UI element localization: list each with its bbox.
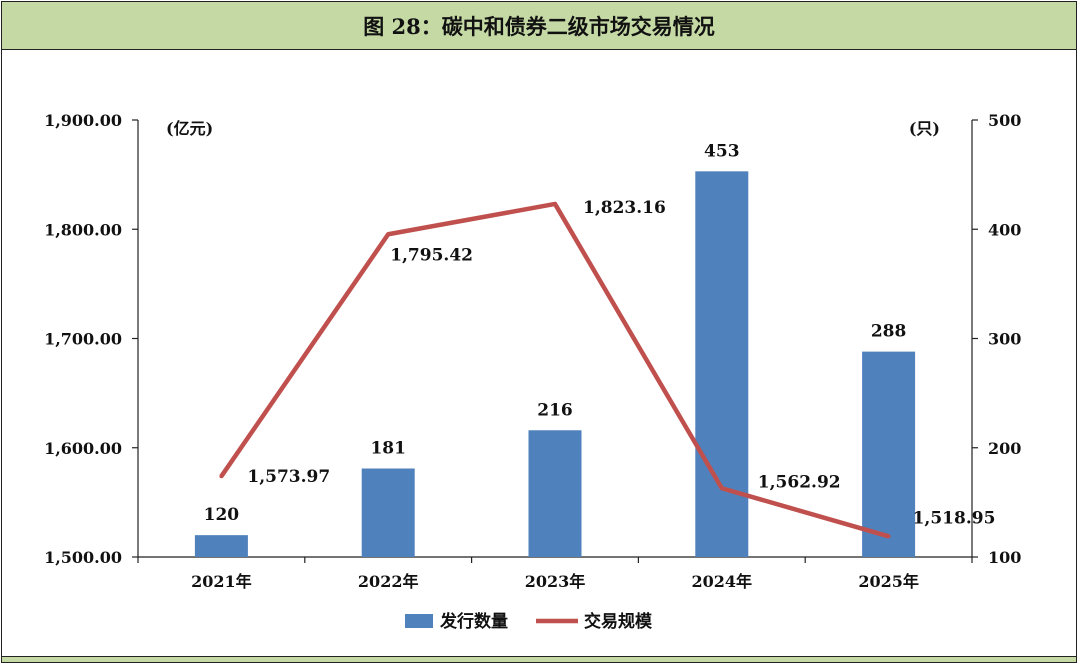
left-tick-label: 1,700.00: [44, 330, 122, 349]
legend: 发行数量 交易规模: [405, 611, 653, 632]
bar-value-label: 181: [370, 439, 406, 459]
line-value-label: 1,562.92: [758, 472, 841, 492]
line-point: [219, 474, 224, 479]
x-tick-label: 2023年: [525, 572, 586, 591]
x-tick-label: 2024年: [692, 572, 753, 591]
line-value-label: 1,573.97: [247, 467, 330, 487]
bar: [862, 351, 916, 557]
line-series: [219, 201, 891, 539]
right-tick-label: 500: [988, 111, 1021, 130]
bar: [695, 171, 749, 557]
line-value-label: 1,795.42: [390, 245, 473, 265]
line-point: [719, 486, 724, 491]
legend-line-label: 交易规模: [584, 611, 653, 632]
line-point: [386, 232, 391, 237]
bar-value-label: 288: [871, 322, 907, 342]
bar: [194, 535, 248, 557]
bar: [361, 468, 415, 557]
chart-title: 图 28：碳中和债券二级市场交易情况: [363, 13, 715, 39]
line-point: [886, 534, 891, 539]
data-labels: 120 181 216 453 288 1,573.97 1,795.42 1,823.16 1…: [204, 141, 996, 528]
legend-bar-swatch: [405, 614, 433, 628]
bar: [528, 430, 582, 557]
line-point: [553, 201, 557, 206]
line-value-label: 1,518.95: [913, 508, 996, 528]
left-tick-label: 1,800.00: [44, 220, 122, 239]
bar-value-label: 120: [204, 505, 240, 525]
bar-value-label: 453: [704, 141, 740, 161]
right-tick-label: 200: [988, 439, 1021, 458]
x-tick-label: 2025年: [858, 572, 919, 591]
chart-axes: 1,500.00 1,600.00 1,700.00 1,800.00 1,900.00…: [44, 111, 1021, 591]
left-axis-unit: (亿元): [166, 119, 213, 138]
legend-bar-label: 发行数量: [439, 611, 508, 632]
left-tick-label: 1,600.00: [44, 439, 122, 458]
title-bar: 图 28：碳中和债券二级市场交易情况: [2, 2, 1076, 50]
line-value-label: 1,823.16: [583, 198, 666, 218]
bar-value-label: 216: [537, 400, 573, 420]
right-tick-label: 300: [988, 330, 1021, 349]
right-tick-label: 100: [988, 548, 1021, 567]
left-tick-label: 1,500.00: [44, 548, 122, 567]
left-tick-label: 1,900.00: [44, 111, 122, 130]
bottom-strip: [2, 656, 1076, 662]
x-tick-label: 2021年: [191, 572, 252, 591]
right-axis-unit: (只): [909, 119, 940, 138]
x-tick-label: 2022年: [358, 572, 419, 591]
bar-series: [194, 171, 916, 557]
right-tick-label: 400: [988, 220, 1021, 239]
